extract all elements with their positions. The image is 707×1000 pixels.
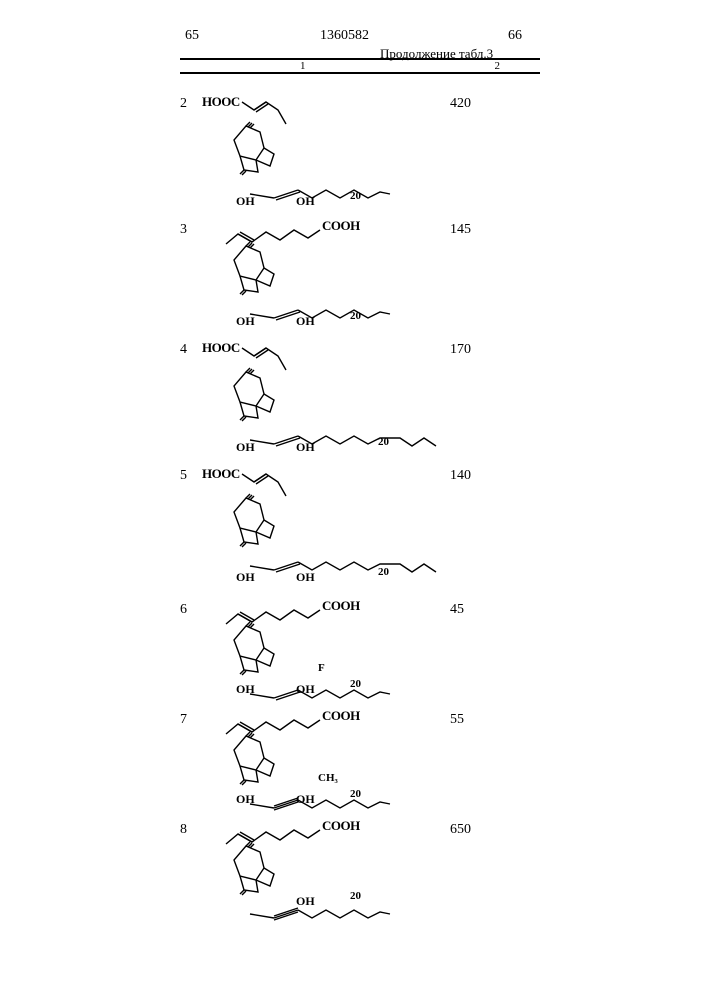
table-header: 1 2 <box>180 58 540 74</box>
table-row: 7 COOH OH OH 20 CH₃ <box>180 710 540 810</box>
cooh-label: COOH <box>322 218 360 234</box>
structure: COOH OH OH 20 CH₃ <box>200 710 450 810</box>
row-number: 7 <box>180 710 200 728</box>
oh-label-1: OH <box>236 314 255 329</box>
value-cell: 145 <box>450 220 510 238</box>
oh-label-2: OH <box>296 792 315 807</box>
oh-label-2: OH <box>296 314 315 329</box>
structure: HOOC OH OH 20 <box>200 94 450 212</box>
c20-label: 20 <box>378 566 389 578</box>
cooh-label: COOH <box>322 598 360 614</box>
table-row: 2 HOOC OH OH 20 <box>180 94 540 212</box>
c20-label: 20 <box>350 678 361 690</box>
cooh-label: COOH <box>322 708 360 724</box>
page-num-right: 66 <box>508 28 522 44</box>
col-2-header: 2 <box>495 60 501 72</box>
value-cell: 170 <box>450 340 510 358</box>
oh-label-1: OH <box>236 440 255 455</box>
row-number: 6 <box>180 600 200 618</box>
value-cell: 420 <box>450 94 510 112</box>
structure: HOOC OH OH 20 <box>200 466 450 588</box>
col-1-header: 1 <box>300 60 306 72</box>
oh-label-2: OH <box>296 194 315 209</box>
row-number: 8 <box>180 820 200 838</box>
page-num-left: 65 <box>185 28 199 44</box>
substituent-label: CH₃ <box>318 772 338 784</box>
row-number: 3 <box>180 220 200 238</box>
substituent-label: F <box>318 662 325 674</box>
oh-label-1: OH <box>236 570 255 585</box>
row-number: 4 <box>180 340 200 358</box>
value-cell: 55 <box>450 710 510 728</box>
oh-label-2: OH <box>296 440 315 455</box>
structure: HOOC OH OH 20 <box>200 340 450 458</box>
c20-label: 20 <box>350 890 361 902</box>
c20-label: 20 <box>378 436 389 448</box>
structure: COOH OH 20 <box>200 820 450 912</box>
oh-label-2: OH <box>296 894 315 909</box>
value-cell: 140 <box>450 466 510 484</box>
side-chain-svg <box>240 398 450 458</box>
oh-label-2: OH <box>296 682 315 697</box>
table-row: 3 COOH OH OH 20 <box>180 220 540 332</box>
c20-label: 20 <box>350 190 361 202</box>
row-number: 2 <box>180 94 200 112</box>
side-chain-svg <box>240 152 450 212</box>
table-row: 6 COOH OH OH 20 F <box>180 600 540 700</box>
structure: COOH OH OH 20 <box>200 220 450 332</box>
value-cell: 650 <box>450 820 510 838</box>
table-row: 8 COOH OH 20 <box>180 820 540 912</box>
oh-label-1: OH <box>236 682 255 697</box>
table-row: 5 HOOC OH OH 20 <box>180 466 540 588</box>
table-row: 4 HOOC OH OH 20 <box>180 340 540 458</box>
oh-label-1: OH <box>236 792 255 807</box>
side-chain-svg <box>240 272 450 332</box>
side-chain-svg <box>240 762 450 822</box>
cooh-label: COOH <box>322 818 360 834</box>
oh-label-2: OH <box>296 570 315 585</box>
oh-label-1: OH <box>236 194 255 209</box>
doc-number: 1360582 <box>320 28 369 44</box>
side-chain-svg <box>240 872 450 932</box>
c20-label: 20 <box>350 788 361 800</box>
value-cell: 45 <box>450 600 510 618</box>
row-number: 5 <box>180 466 200 484</box>
side-chain-svg <box>240 524 450 584</box>
structure: COOH OH OH 20 F <box>200 600 450 700</box>
page: 65 1360582 66 Продолжение табл.3 1 2 2 H… <box>0 0 707 1000</box>
side-chain-svg <box>240 652 450 712</box>
c20-label: 20 <box>350 310 361 322</box>
